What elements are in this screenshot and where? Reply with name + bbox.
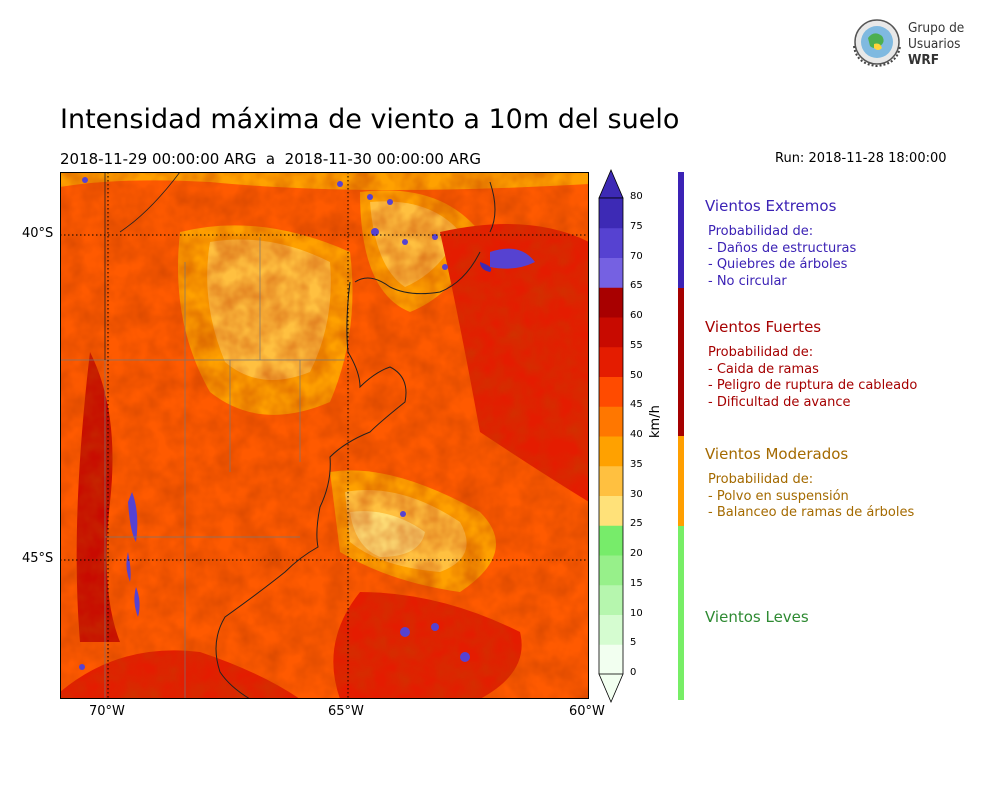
colorbar-swatch: [599, 346, 623, 377]
logo-line-3: WRF: [908, 52, 940, 68]
lat-label-40s: 40°S: [22, 226, 54, 241]
category-strong: Vientos Fuertes Probabilidad de: - Caida…: [705, 318, 917, 411]
colorbar-swatch: [599, 644, 623, 675]
colorbar-unit: km/h: [648, 405, 663, 438]
colorbar-swatch: [599, 257, 623, 288]
colorbar-tick-label: 0: [630, 667, 637, 678]
colorbar-swatch: [599, 287, 623, 318]
colorbar-tick-label: 50: [630, 369, 643, 381]
category-strong-body: Probabilidad de: - Caida de ramas - Peli…: [708, 345, 918, 410]
colorbar-tick-label: 5: [630, 637, 637, 649]
colorbar-swatch: [599, 436, 623, 467]
light-level-bar: [678, 526, 684, 700]
lat-label-45s: 45°S: [22, 551, 54, 566]
colorbar-swatch: [599, 525, 623, 556]
lon-label-70w: 70°W: [89, 704, 125, 719]
extreme-level-bar: [678, 172, 684, 288]
valid-period: 2018-11-29 00:00:00 ARG a 2018-11-30 00:…: [60, 150, 482, 168]
category-extreme-body: Probabilidad de: - Daños de estructuras …: [708, 224, 857, 289]
colorbar: [596, 168, 626, 704]
colorbar-swatches: [598, 168, 624, 704]
colorbar-swatch: [599, 227, 623, 258]
colorbar-tick-label: 55: [630, 339, 643, 351]
colorbar-frame: [598, 197, 624, 675]
category-moderate: Vientos Moderados Probabilidad de: - Pol…: [705, 445, 914, 522]
page-title: Intensidad máxima de viento a 10m del su…: [60, 104, 680, 135]
colorbar-swatch: [599, 465, 623, 496]
colorbar-swatch: [599, 317, 623, 348]
category-moderate-body: Probabilidad de: - Polvo en suspensión -…: [708, 472, 915, 520]
category-strong-title: Vientos Fuertes: [705, 318, 822, 336]
category-extreme-title: Vientos Extremos: [705, 197, 837, 215]
globe-emblem-icon: [853, 19, 901, 68]
category-light: Vientos Leves: [705, 608, 809, 626]
colorbar-swatch: [599, 555, 623, 586]
colorbar-tick-label: 45: [630, 399, 643, 411]
colorbar-tick-label: 20: [630, 548, 643, 559]
category-extreme: Vientos Extremos Probabilidad de: - Daño…: [705, 197, 856, 290]
moderate-level-bar: [678, 436, 684, 526]
wind-speed-map: [60, 172, 589, 699]
colorbar-tick-label: 75: [630, 220, 643, 232]
colorbar-swatch: [599, 376, 623, 407]
logo-line-1: Grupo de: [908, 20, 965, 36]
colorbar-ticks: 0 5 10 15 20 25 30 35 40 45 50 55 60 65 70 75 80: [630, 0, 670, 800]
colorbar-swatch: [599, 584, 623, 615]
lon-label-60w: 60°W: [569, 704, 605, 719]
strong-level-bar: [678, 288, 684, 436]
colorbar-swatch: [599, 495, 623, 526]
colorbar-tick-label: 65: [630, 280, 643, 292]
category-light-title: Vientos Leves: [705, 608, 809, 626]
run-time: Run: 2018-11-28 18:00:00: [775, 151, 947, 166]
colorbar-min-extend: [598, 673, 624, 704]
colorbar-tick-label: 30: [630, 488, 643, 500]
colorbar-tick-label: 25: [630, 518, 643, 530]
colorbar-tick-label: 40: [630, 429, 643, 440]
colorbar-swatch: [599, 406, 623, 437]
lon-label-65w: 65°W: [328, 704, 364, 719]
wind-map-canvas: [60, 172, 589, 699]
colorbar-tick-label: 15: [630, 577, 643, 589]
colorbar-swatch: [599, 198, 623, 229]
logo-line-2: Usuarios: [908, 36, 961, 52]
colorbar-max-extend: [598, 168, 624, 199]
colorbar-tick-label: 80: [630, 191, 643, 202]
category-moderate-title: Vientos Moderados: [705, 445, 849, 463]
wrf-users-group-logo: Grupo de Usuarios WRF: [848, 16, 973, 74]
colorbar-tick-label: 70: [630, 250, 643, 262]
colorbar-tick-label: 60: [630, 310, 643, 321]
map-gridlines: [60, 172, 589, 699]
colorbar-tick-label: 10: [630, 607, 643, 619]
colorbar-tick-label: 35: [630, 458, 643, 470]
colorbar-swatch: [599, 614, 623, 645]
